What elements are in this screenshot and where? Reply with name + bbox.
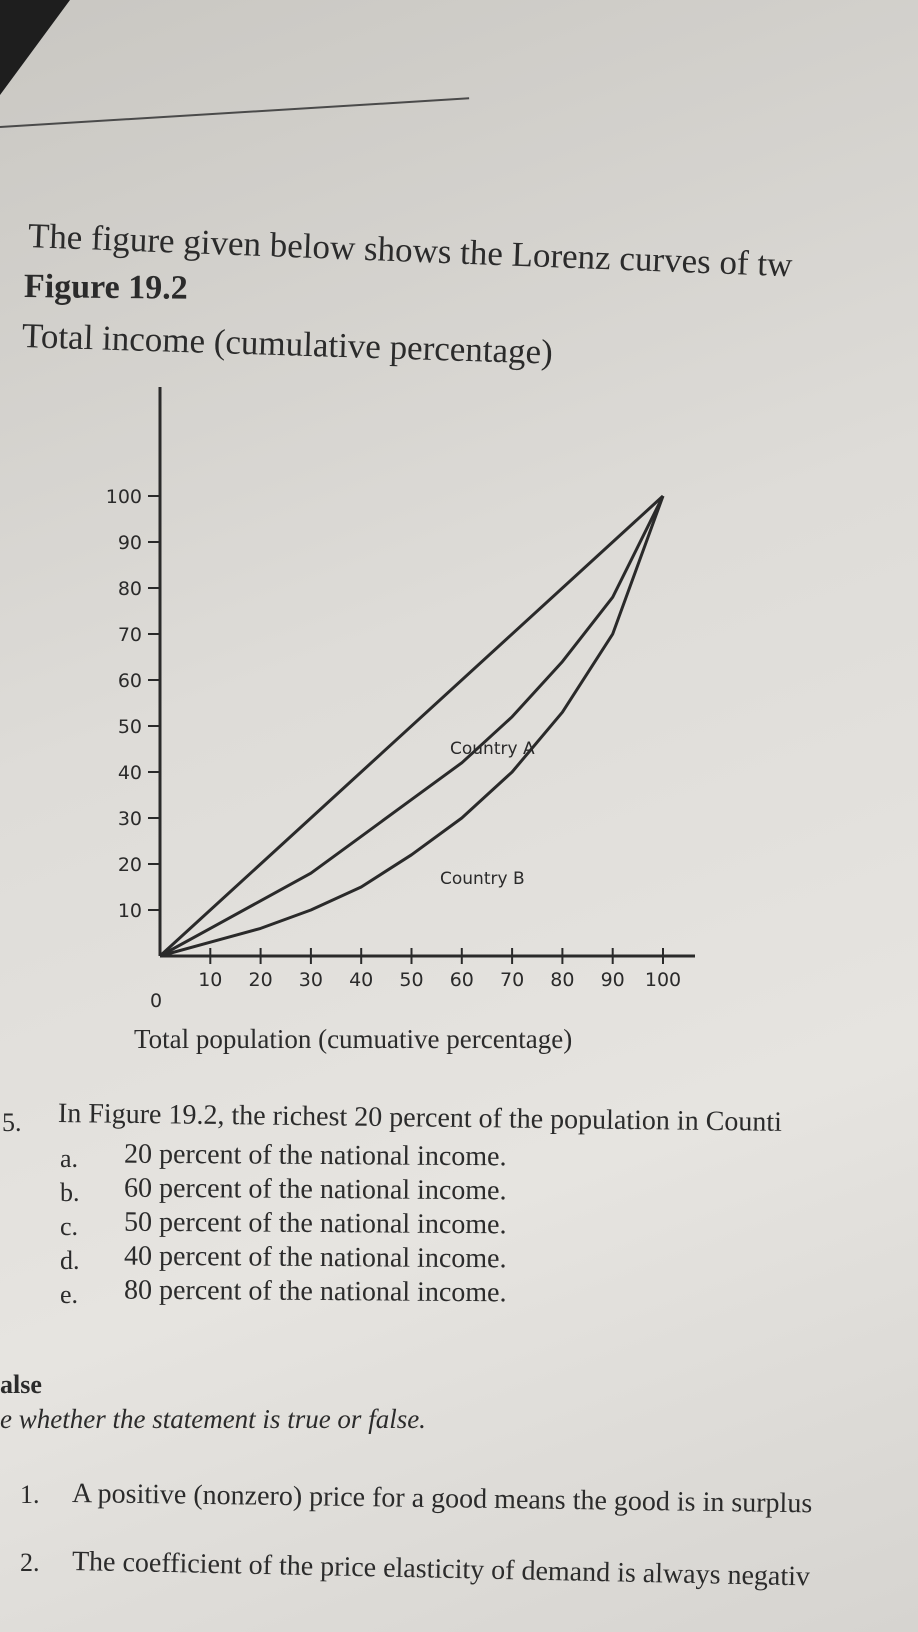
chart-series bbox=[158, 494, 665, 958]
series-line-country-a bbox=[159, 495, 665, 958]
x-tick-label: 20 bbox=[249, 969, 273, 991]
option-e-text[interactable]: 80 percent of the national income. bbox=[123, 1274, 507, 1309]
y-tick-label: 10 bbox=[118, 900, 142, 922]
series-label-country-b: Country B bbox=[440, 869, 525, 889]
origin-label: 0 bbox=[150, 990, 162, 1012]
y-tick-label: 50 bbox=[118, 716, 142, 738]
option-a-letter: a. bbox=[60, 1144, 79, 1173]
x-tick-label: 60 bbox=[450, 969, 474, 991]
question-number: 5. bbox=[2, 1108, 22, 1137]
x-tick-label: 90 bbox=[601, 969, 625, 991]
option-c-letter: c. bbox=[60, 1212, 79, 1241]
y-tick-label: 70 bbox=[118, 624, 142, 646]
chart-axes bbox=[158, 387, 695, 958]
y-tick-label: 30 bbox=[118, 808, 142, 830]
option-b-letter: b. bbox=[60, 1178, 80, 1207]
option-d-letter: d. bbox=[60, 1246, 80, 1275]
y-tick-label: 40 bbox=[118, 762, 142, 784]
y-tick-label: 20 bbox=[118, 854, 142, 876]
x-tick-label: 30 bbox=[299, 969, 323, 991]
x-ticks: 10 20 30 40 50 60 70 80 90 100 bbox=[198, 948, 681, 991]
section-title: alse bbox=[0, 1370, 42, 1399]
x-tick-label: 50 bbox=[399, 969, 423, 991]
option-c-text[interactable]: 50 percent of the national income. bbox=[123, 1206, 507, 1241]
option-a-text[interactable]: 20 percent of the national income. bbox=[123, 1138, 507, 1173]
section-instruction: e whether the statement is true or false… bbox=[0, 1404, 426, 1434]
y-tick-label: 60 bbox=[118, 670, 142, 692]
dark-corner bbox=[0, 0, 70, 95]
option-b-text[interactable]: 60 percent of the national income. bbox=[123, 1172, 507, 1207]
y-ticks: 10 20 30 40 50 60 70 80 90 100 bbox=[106, 486, 160, 922]
y-tick-label: 80 bbox=[118, 578, 142, 600]
y-tick-label: 90 bbox=[118, 532, 142, 554]
y-tick-label: 100 bbox=[106, 486, 142, 508]
equality-line bbox=[158, 494, 665, 958]
x-axis-label: Total population (cumuative percentage) bbox=[134, 1024, 573, 1054]
x-tick-label: 40 bbox=[349, 969, 373, 991]
statement-1-number: 1. bbox=[20, 1480, 40, 1509]
x-tick-label: 100 bbox=[645, 969, 681, 991]
x-tick-label: 80 bbox=[550, 969, 574, 991]
x-tick-label: 10 bbox=[198, 969, 222, 991]
option-d-text[interactable]: 40 percent of the national income. bbox=[123, 1240, 507, 1275]
series-line-country-b bbox=[159, 495, 665, 958]
x-tick-label: 70 bbox=[500, 969, 524, 991]
statement-2-number: 2. bbox=[20, 1548, 40, 1577]
series-label-country-a: Country A bbox=[450, 739, 535, 759]
option-e-letter: e. bbox=[60, 1280, 79, 1309]
